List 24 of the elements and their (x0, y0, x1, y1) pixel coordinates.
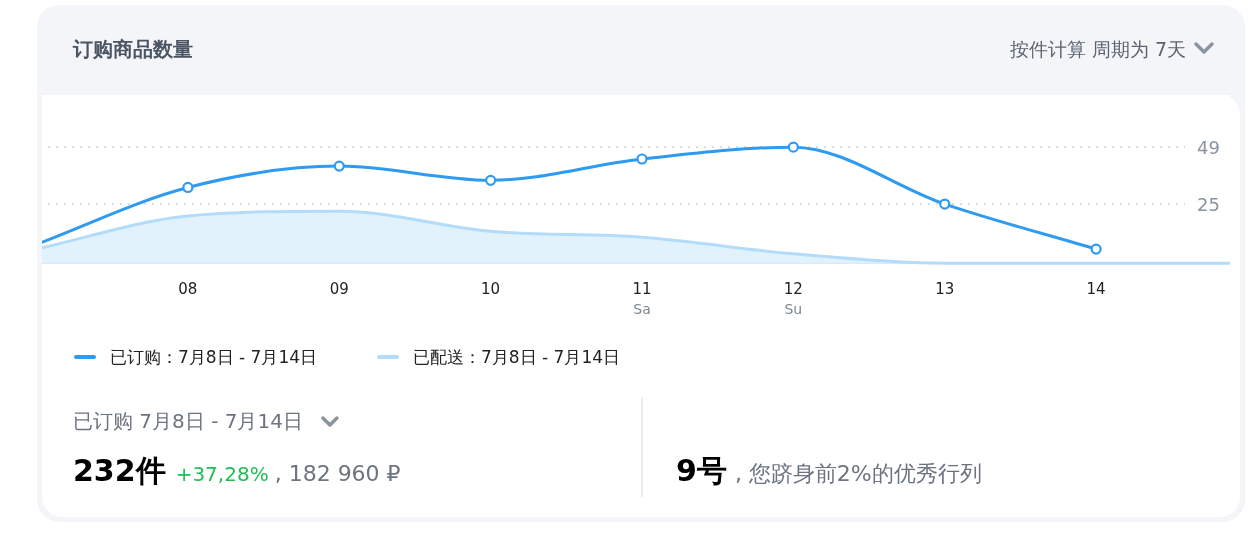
point (182, 181, 194, 194)
point (939, 198, 951, 210)
chart-subtitle: 按件计算 周期为 7天 (1009, 38, 1186, 60)
x-tick-label: 09 (329, 280, 349, 299)
annotation: , 182 960 ₽ (274, 461, 401, 486)
annotation: , 您跻身前2%的优秀行列 (734, 461, 982, 486)
x-tick-label: 08 (178, 280, 198, 299)
x-tick-label: 10 (481, 280, 501, 299)
legend-label: 已配送：7月8日 - 7月14日 (413, 347, 621, 367)
point (485, 174, 497, 186)
annotation: 232件 (73, 453, 166, 488)
annotation: 已订购 7月8日 - 7月14日 (73, 409, 303, 433)
annotation: 9号 (676, 453, 727, 488)
point (1090, 243, 1102, 255)
annotation: +37,28% (175, 462, 269, 486)
x-tick-label: 14 (1086, 280, 1106, 299)
point (787, 141, 799, 153)
point (636, 153, 648, 165)
chart-title: 订购商品数量 (72, 37, 193, 61)
legend-label: 已订购：7月8日 - 7月14日 (110, 347, 318, 367)
y-tick-label: 25 (1197, 194, 1220, 216)
y-tick-label: 49 (1197, 137, 1220, 159)
point (333, 160, 345, 172)
x-tick-label: 13 (935, 280, 955, 299)
